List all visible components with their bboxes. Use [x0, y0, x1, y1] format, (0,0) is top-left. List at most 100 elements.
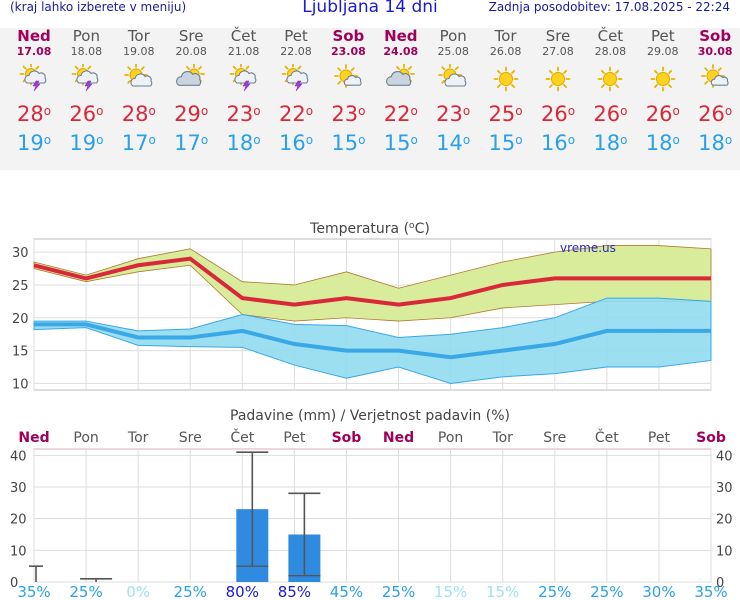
temp-y-tick: 30 [12, 246, 29, 261]
forecast-day: Sob 23.08 23o 15o [322, 28, 374, 156]
max-temp: 23o [226, 102, 261, 126]
max-temp: 29o [174, 102, 209, 126]
max-temp: 26o [698, 102, 733, 126]
precip-day-label: Sob [696, 430, 726, 446]
forecast-day: Pet 29.08 26o 18o [637, 28, 689, 156]
precip-day-label: Sre [179, 430, 202, 446]
precip-range-whisker [236, 451, 269, 567]
day-name: Ned [17, 27, 51, 45]
forecast-day: Sre 27.08 26o 16o [532, 27, 584, 156]
max-temp: 26o [593, 102, 628, 126]
day-name: Ned [384, 27, 418, 45]
precip-day-label: Sre [543, 430, 566, 446]
sun-icon [597, 66, 623, 92]
precip-probability-label: 35% [694, 583, 727, 600]
precip-probability-label: 0% [126, 583, 150, 600]
min-temp-range-band [33, 297, 712, 384]
sun-icon [650, 66, 676, 92]
day-date: 19.08 [123, 45, 155, 58]
max-temp: 26o [645, 102, 680, 126]
min-temp-line [34, 322, 711, 360]
top-bar: (kraj lahko izberete v meniju) Ljubljana… [0, 0, 740, 22]
precip-probability-label: 25% [382, 583, 415, 600]
cloud-sun-icon [385, 64, 415, 86]
forecast-day: Pon 25.08 23o 14o [427, 27, 479, 156]
day-date: 24.08 [383, 45, 419, 58]
day-date: 23.08 [330, 45, 366, 58]
day-date: 25.08 [437, 45, 469, 58]
day-date: 29.08 [647, 45, 679, 58]
precip-day-label: Sob [332, 430, 362, 446]
sun-icon [545, 66, 571, 92]
day-date: 30.08 [697, 45, 733, 58]
min-temp: 16o [540, 131, 576, 155]
sun-small-cloud-icon [701, 64, 729, 88]
max-temp: 26o [69, 102, 104, 126]
precip-y-tick-left: 10 [10, 544, 27, 559]
min-temp: 18o [645, 131, 680, 155]
day-name: Sre [545, 27, 571, 45]
precip-probability-label: 30% [642, 583, 675, 600]
day-date: 21.08 [227, 45, 260, 58]
day-name: Pon [439, 27, 467, 45]
precip-day-label: Ned [383, 430, 414, 446]
day-name: Pon [72, 27, 100, 45]
temp-y-tick: 10 [12, 377, 29, 392]
min-temp: 17o [121, 131, 156, 155]
min-temp: 19o [16, 131, 52, 155]
forecast-day: Sob 30.08 26o 18o [689, 28, 740, 156]
max-temp: 22o [278, 102, 314, 126]
precip-chart-title: Padavine (mm) / Verjetnost padavin (%) [230, 408, 510, 424]
temperature-chart: Temperatura (oC) 10 15 20 25 30 vreme.us [12, 221, 712, 392]
precip-probability-label: 25% [590, 583, 623, 600]
day-date: 20.08 [175, 45, 207, 58]
precip-day-label: Tor [491, 430, 513, 446]
precip-y-tick-left: 0 [10, 576, 18, 591]
precip-y-tick-left: 20 [10, 513, 27, 528]
min-temp: 16o [278, 131, 314, 155]
menu-hint[interactable]: (kraj lahko izberete v meniju) [10, 0, 187, 14]
precip-day-label: Pet [283, 430, 306, 446]
precip-probability-label: 25% [174, 583, 207, 600]
precip-day-label: Tor [127, 430, 149, 446]
precip-range-whisker [80, 578, 113, 582]
precip-day-label: Čet [595, 428, 619, 446]
min-temp: 18o [698, 131, 733, 155]
sun-cloud-thunder-icon [71, 64, 99, 92]
precip-probability-label: 15% [486, 583, 519, 600]
precip-y-tick-right: 40 [716, 449, 733, 464]
min-temp: 15o [331, 131, 366, 155]
sun-icon [493, 66, 518, 92]
forecast-day: Pon 18.08 26o 19o [60, 27, 112, 156]
forecast-day: Ned 17.08 28o 19o [8, 27, 60, 156]
sun-cloud-thunder-icon [229, 64, 256, 92]
precip-probability-label: 25% [538, 583, 571, 600]
precip-day-label: Pon [438, 430, 463, 446]
precip-probability-label: 80% [226, 583, 259, 600]
precip-probability-label: 25% [69, 583, 102, 600]
precip-range-whisker [288, 492, 321, 577]
sun-cloud-thunder-icon [19, 64, 47, 92]
max-temp: 23o [436, 102, 471, 126]
min-temp: 18o [226, 131, 261, 155]
precip-probability-label: 85% [278, 583, 311, 600]
sun-small-cloud-icon [334, 64, 362, 88]
min-temp: 15o [383, 131, 418, 155]
precip-probability-label: 45% [330, 583, 363, 600]
precip-y-tick-left: 40 [10, 449, 27, 464]
temp-y-tick: 25 [12, 279, 29, 294]
cloud-sun-icon [176, 64, 206, 86]
watermark-label: vreme.us [560, 241, 616, 255]
precip-day-label: Pet [648, 430, 671, 446]
day-name: Pet [284, 27, 308, 45]
temp-chart-title: Temperatura (oC) [309, 221, 430, 237]
forecast-day: Pet 22.08 22o 16o [270, 27, 322, 156]
precip-y-tick-right: 0 [716, 576, 724, 591]
precip-probability-label: 15% [434, 583, 467, 600]
min-temp: 18o [593, 131, 628, 155]
sun-cloud-thunder-icon [281, 64, 309, 92]
precip-day-label: Ned [18, 430, 49, 446]
precip-probability-label: 35% [17, 583, 50, 600]
forecast-day: Sre 20.08 29o 17o [165, 28, 217, 156]
max-temp: 25o [488, 102, 523, 126]
